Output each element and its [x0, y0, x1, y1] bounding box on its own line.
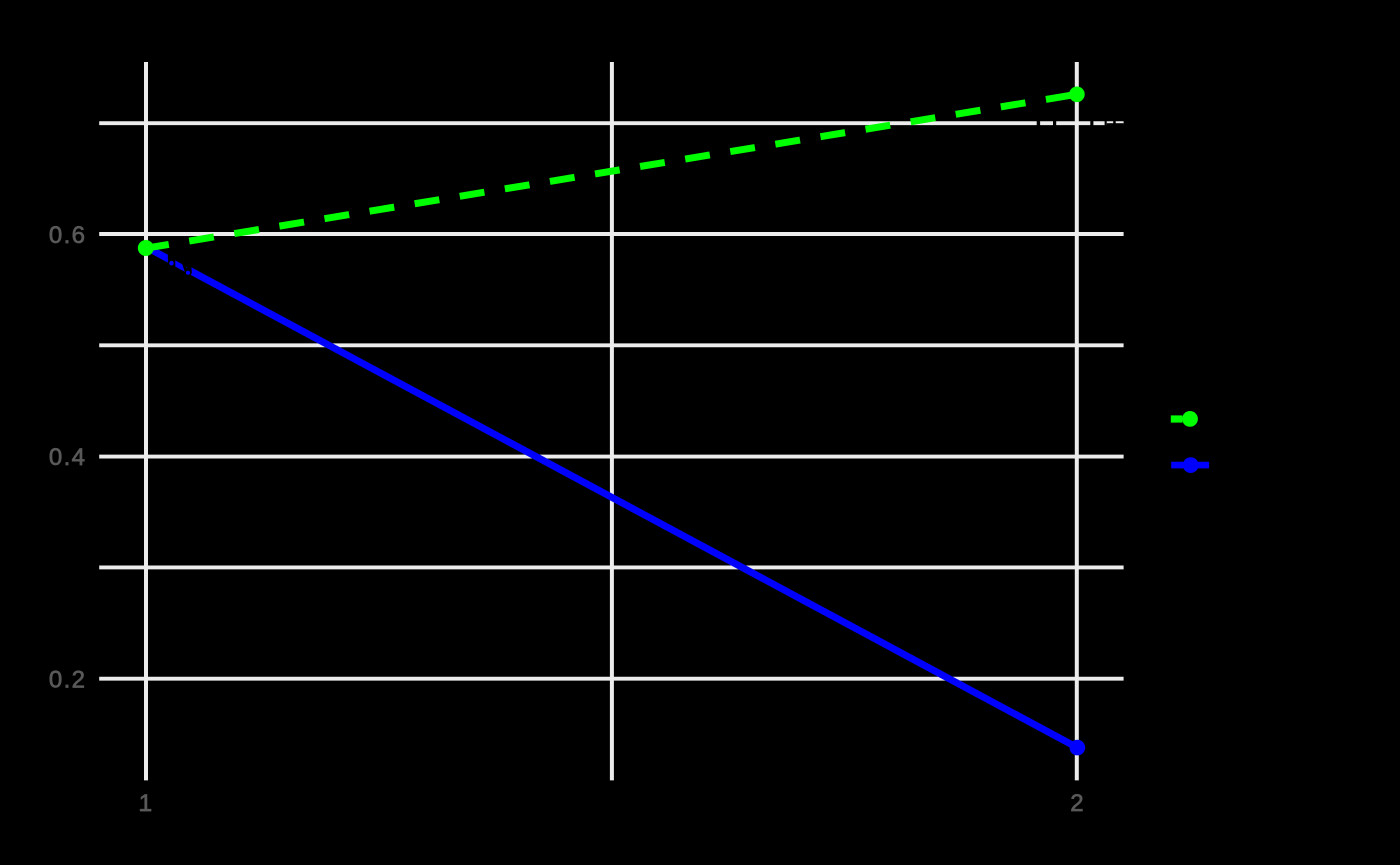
svg-text:2: 2 — [1070, 790, 1084, 817]
svg-text:0.6: 0.6 — [49, 222, 86, 249]
svg-text:1: 1 — [139, 790, 153, 817]
svg-text:0.2: 0.2 — [49, 666, 86, 693]
svg-text:0.4: 0.4 — [49, 444, 86, 471]
